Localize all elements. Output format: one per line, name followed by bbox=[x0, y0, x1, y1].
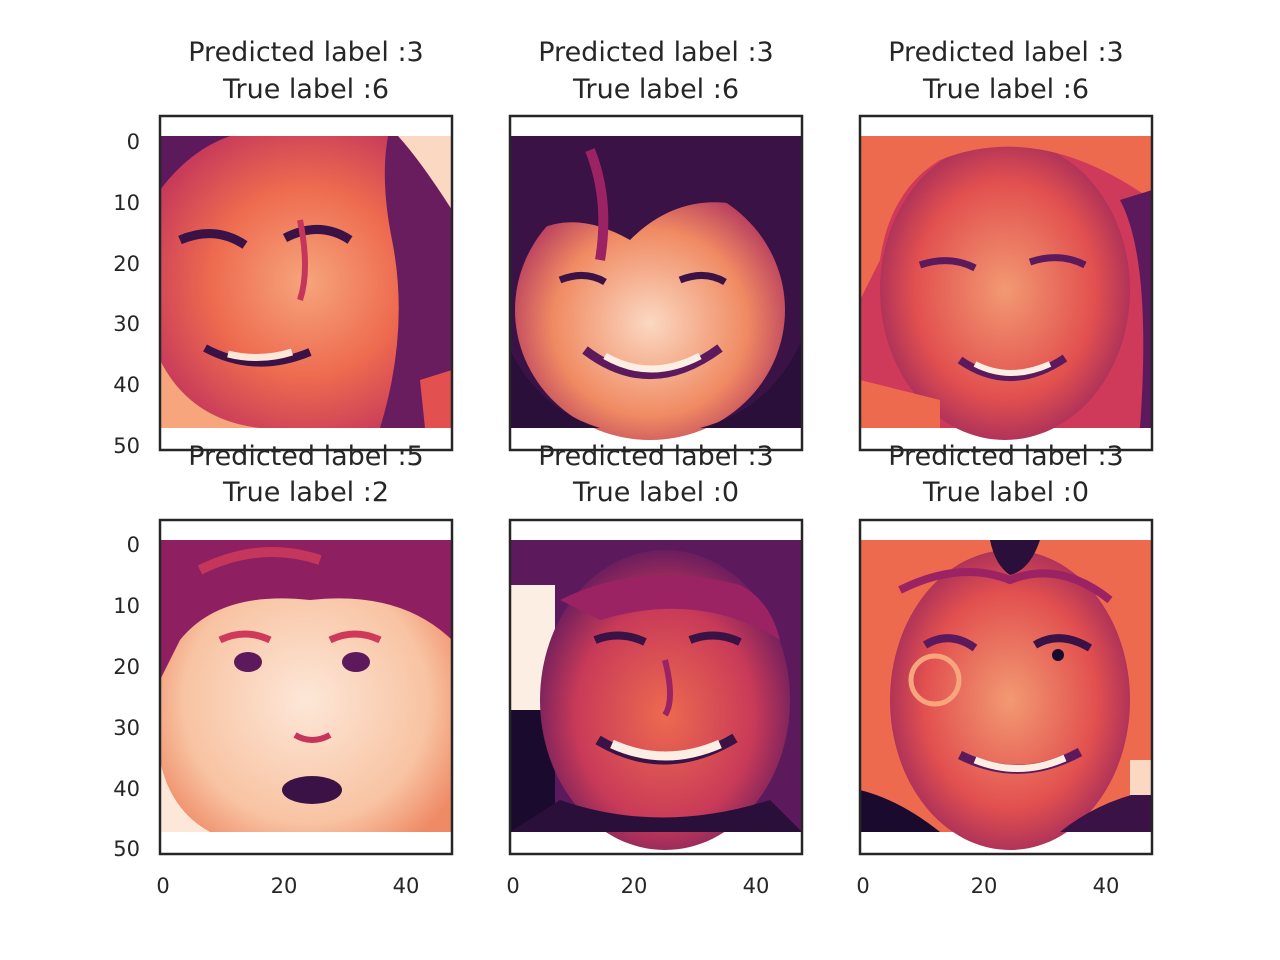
panel-4: Predicted label :3 True label :0 bbox=[508, 441, 804, 856]
face-image bbox=[510, 540, 802, 850]
x-tick-label: 0 bbox=[506, 874, 519, 898]
panel-title-line2: True label :0 bbox=[922, 477, 1089, 508]
y-tick-label: 30 bbox=[113, 716, 140, 740]
y-tick-label: 0 bbox=[127, 533, 140, 557]
panel-title-line2: True label :6 bbox=[222, 74, 389, 105]
panel-1: Predicted label :3 True label :6 bbox=[508, 37, 804, 452]
y-tick-label: 40 bbox=[113, 777, 140, 801]
y-tick-label: 20 bbox=[113, 655, 140, 679]
face-image bbox=[160, 136, 452, 428]
y-tick-label: 30 bbox=[113, 312, 140, 336]
x-axis-ticks-2: 0 20 40 bbox=[856, 874, 1119, 898]
panel-title-line2: True label :6 bbox=[922, 74, 1089, 105]
x-axis-ticks-0: 0 20 40 bbox=[156, 874, 419, 898]
x-tick-label: 20 bbox=[971, 874, 998, 898]
panel-3: Predicted label :5 True label :2 bbox=[158, 441, 454, 856]
x-tick-label: 40 bbox=[1093, 874, 1120, 898]
panel-5: Predicted label :3 True label :0 bbox=[858, 441, 1154, 856]
panel-title-line2: True label :0 bbox=[572, 477, 739, 508]
x-tick-label: 20 bbox=[621, 874, 648, 898]
x-tick-label: 40 bbox=[743, 874, 770, 898]
y-tick-label: 10 bbox=[113, 191, 140, 215]
panel-2: Predicted label :3 True label :6 bbox=[858, 37, 1154, 452]
panel-title-line1: Predicted label :3 bbox=[538, 441, 774, 472]
panel-title-line2: True label :6 bbox=[572, 74, 739, 105]
y-tick-label: 50 bbox=[113, 837, 140, 861]
panel-title-line2: True label :2 bbox=[222, 477, 389, 508]
y-axis-ticks-top: 0 10 20 30 40 50 bbox=[113, 130, 140, 458]
face-image bbox=[510, 136, 802, 440]
panel-title-line1: Predicted label :5 bbox=[188, 441, 424, 472]
y-tick-label: 40 bbox=[113, 373, 140, 397]
x-tick-label: 0 bbox=[156, 874, 169, 898]
face-image bbox=[860, 540, 1152, 850]
panel-title-line1: Predicted label :3 bbox=[188, 37, 424, 68]
panel-title-line1: Predicted label :3 bbox=[888, 37, 1124, 68]
x-axis-ticks-1: 0 20 40 bbox=[506, 874, 769, 898]
x-tick-label: 40 bbox=[393, 874, 420, 898]
y-tick-label: 20 bbox=[113, 252, 140, 276]
y-tick-label: 50 bbox=[113, 434, 140, 458]
y-tick-label: 10 bbox=[113, 594, 140, 618]
face-image bbox=[860, 136, 1152, 440]
x-tick-label: 0 bbox=[856, 874, 869, 898]
panel-title-line1: Predicted label :3 bbox=[538, 37, 774, 68]
y-axis-ticks-bottom: 0 10 20 30 40 50 bbox=[113, 533, 140, 861]
panel-title-line1: Predicted label :3 bbox=[888, 441, 1124, 472]
face-image bbox=[160, 540, 452, 832]
y-tick-label: 0 bbox=[127, 130, 140, 154]
x-tick-label: 20 bbox=[271, 874, 298, 898]
panel-0: Predicted label :3 True label :6 bbox=[158, 37, 454, 452]
